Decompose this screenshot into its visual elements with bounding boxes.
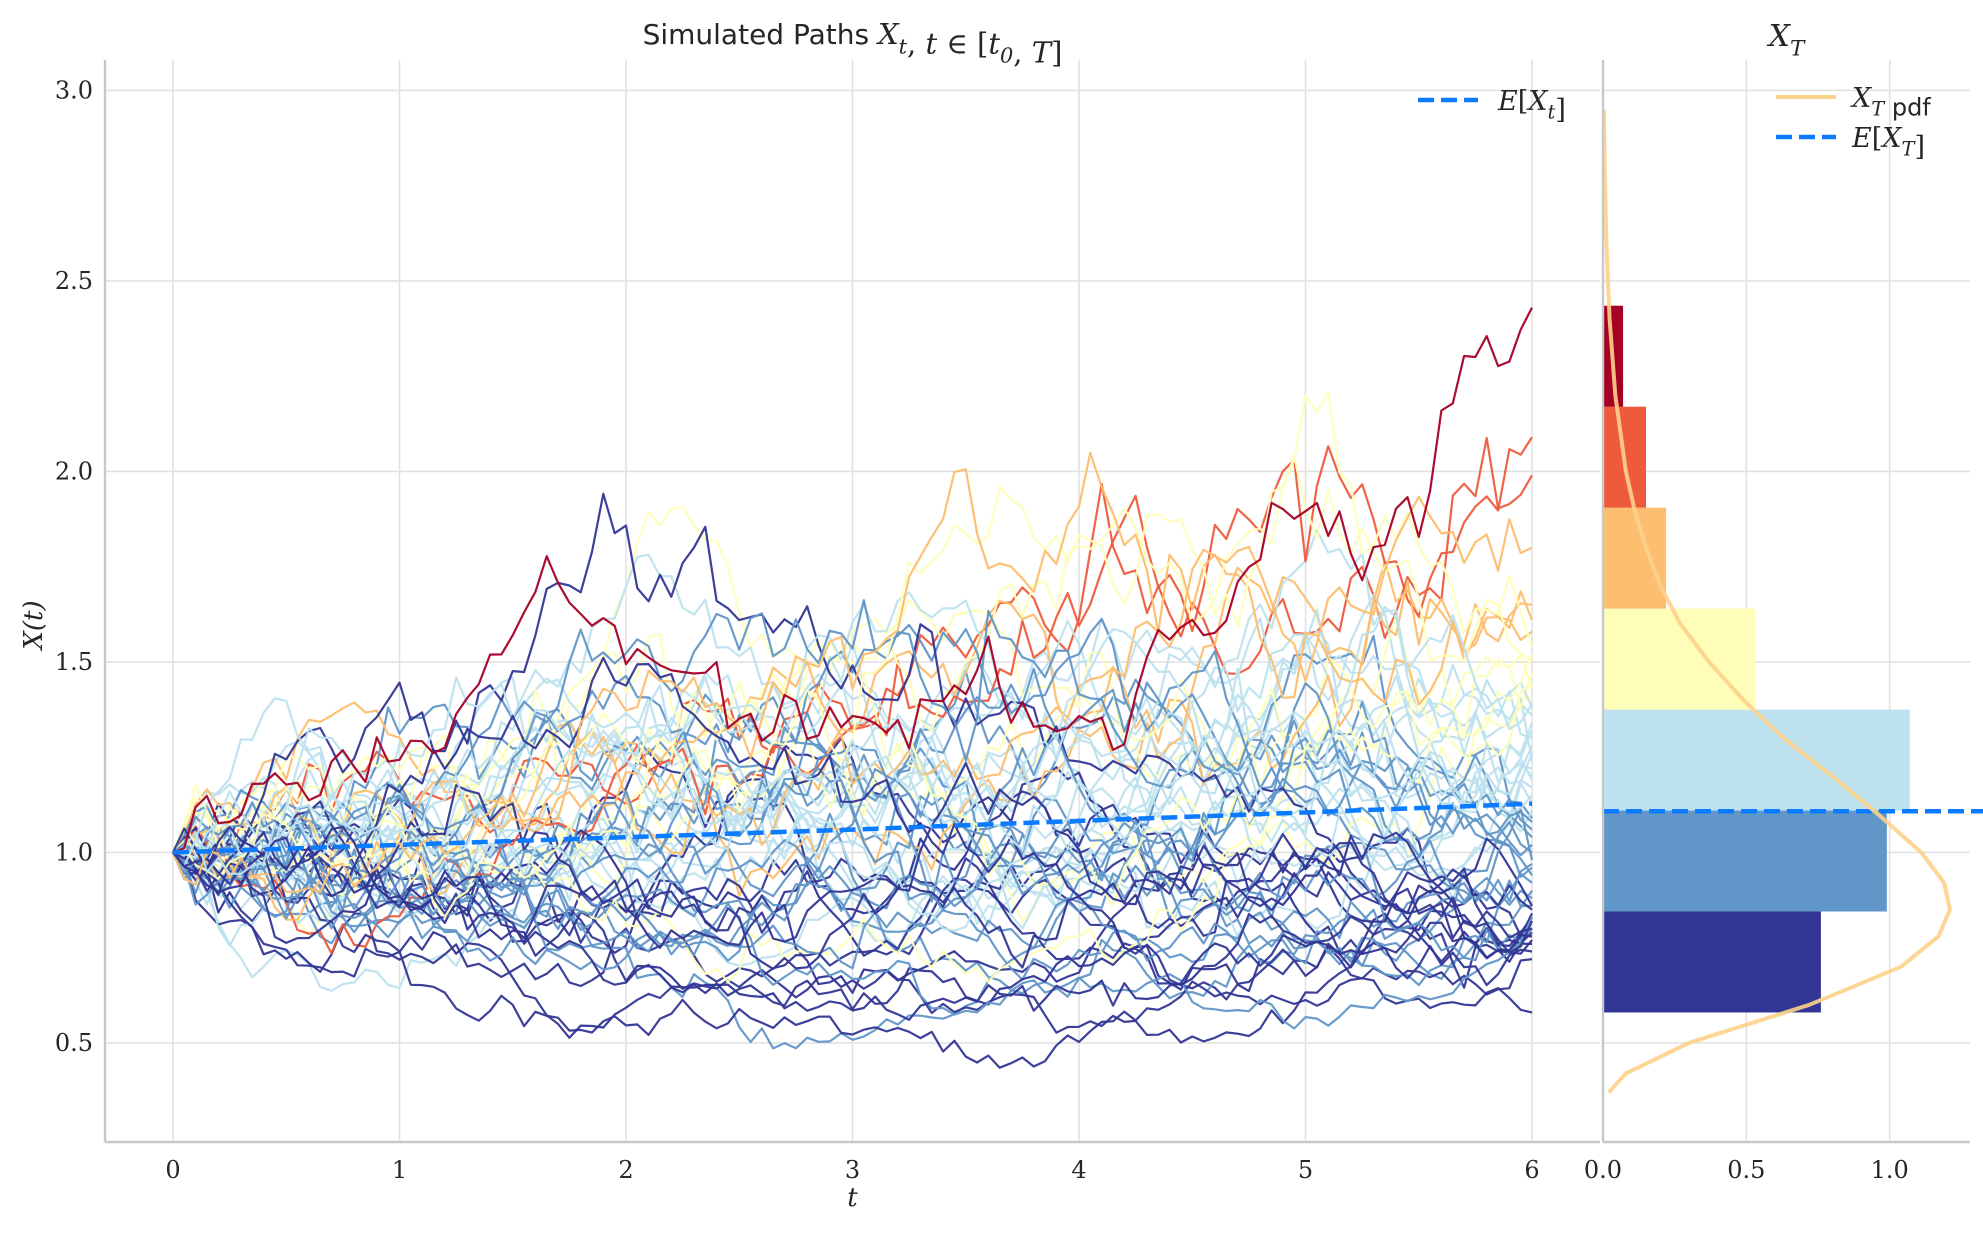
hist-x-tick-label: 1.0	[1871, 1156, 1909, 1184]
y-tick-label: 0.5	[55, 1029, 93, 1057]
chart-title-text: Simulated Paths	[643, 18, 870, 51]
y-tick-label: 2.5	[55, 267, 93, 295]
y-tick-label: 3.0	[55, 76, 93, 104]
histogram-bar-0	[1603, 911, 1821, 1013]
path-line-58	[172, 436, 1533, 955]
path-line-5	[172, 656, 1533, 960]
path-line-23	[172, 766, 1533, 981]
y-tick-label: 1.5	[55, 648, 93, 676]
path-line-21	[172, 700, 1533, 950]
path-line-3	[172, 492, 1533, 945]
path-line-48	[172, 678, 1533, 887]
x-axis-label: t	[847, 1183, 858, 1213]
path-line-52	[172, 391, 1534, 919]
path-line-8	[172, 762, 1534, 971]
path-line-30	[172, 740, 1533, 967]
path-line-39	[172, 591, 1534, 857]
path-line-50	[172, 455, 1533, 853]
x-tick-label: 4	[1071, 1156, 1086, 1184]
legend-label-expected-T: E[XT]	[1851, 123, 1925, 163]
legend-label-expected: E[Xt]	[1497, 86, 1566, 126]
x-tick-label: 6	[1524, 1156, 1539, 1184]
path-line-32	[172, 697, 1533, 933]
path-line-27	[172, 801, 1533, 971]
path-line-38	[172, 693, 1534, 877]
legend-label-pdf: XT pdf	[1850, 83, 1931, 122]
expected-value-lines	[172, 801, 1983, 855]
axes-layer	[103, 60, 1970, 1144]
path-line-59	[172, 307, 1533, 854]
path-line-22	[172, 682, 1534, 912]
histogram-bar-2	[1603, 709, 1910, 811]
y-axis-label: X(t)	[19, 600, 49, 651]
pdf-curve-layer	[1601, 109, 1952, 1094]
hist-x-tick-label: 0.5	[1727, 1156, 1765, 1184]
path-line-56	[171, 451, 1533, 894]
expected-path-line	[172, 801, 1533, 855]
histogram-bar-4	[1603, 507, 1667, 609]
chart-title: Simulated Paths Xt, t ∈ [t0, T]	[643, 17, 1063, 70]
y-tick-label: 1.0	[55, 838, 93, 866]
path-line-47	[172, 653, 1534, 983]
pdf-curve	[1601, 109, 1952, 1094]
histogram-bars	[1603, 305, 1910, 1013]
x-tick-label: 0	[165, 1156, 180, 1184]
path-line-14	[172, 842, 1533, 1030]
path-line-2	[172, 825, 1533, 1021]
simulated-paths	[171, 307, 1534, 1069]
hist-x-tick-label: 0.0	[1584, 1156, 1622, 1184]
path-line-45	[172, 609, 1533, 867]
path-line-15	[172, 599, 1533, 962]
x-tick-label: 3	[845, 1156, 860, 1184]
x-tick-label: 1	[392, 1156, 407, 1184]
histogram-bar-1	[1603, 810, 1887, 912]
histogram-bar-3	[1603, 608, 1755, 710]
text-layer: 0 1 2 3 4 5 6 0.5 1.0 1.5 2.0 2.5 3.0 0.0 0.5 1.0 t X(t) S…	[19, 17, 1909, 1213]
x-tick-label: 5	[1298, 1156, 1313, 1184]
path-line-16	[171, 823, 1533, 1000]
path-line-1	[172, 851, 1533, 1001]
grid-layer	[105, 60, 1970, 1142]
path-line-20	[172, 768, 1533, 962]
x-tick-label: 2	[618, 1156, 633, 1184]
hist-title: XT	[1767, 19, 1806, 62]
y-tick-label: 2.0	[55, 457, 93, 485]
